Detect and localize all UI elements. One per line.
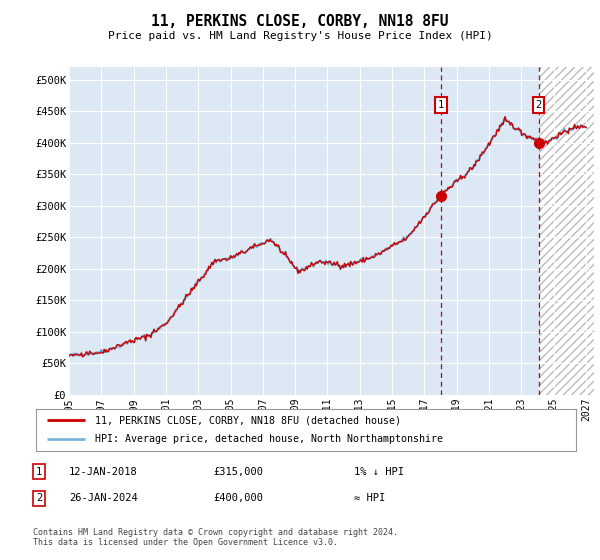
Text: £315,000: £315,000: [213, 466, 263, 477]
Text: 1% ↓ HPI: 1% ↓ HPI: [354, 466, 404, 477]
Bar: [539, 67, 600, 395]
Text: 11, PERKINS CLOSE, CORBY, NN18 8FU: 11, PERKINS CLOSE, CORBY, NN18 8FU: [151, 14, 449, 29]
Text: HPI: Average price, detached house, North Northamptonshire: HPI: Average price, detached house, Nort…: [95, 434, 443, 444]
Text: 12-JAN-2018: 12-JAN-2018: [69, 466, 138, 477]
Text: ≈ HPI: ≈ HPI: [354, 493, 385, 503]
Text: 1: 1: [36, 466, 42, 477]
Text: 11, PERKINS CLOSE, CORBY, NN18 8FU (detached house): 11, PERKINS CLOSE, CORBY, NN18 8FU (deta…: [95, 415, 401, 425]
Text: 1: 1: [438, 100, 445, 110]
Text: 2: 2: [36, 493, 42, 503]
Text: Price paid vs. HM Land Registry's House Price Index (HPI): Price paid vs. HM Land Registry's House …: [107, 31, 493, 41]
Text: 26-JAN-2024: 26-JAN-2024: [69, 493, 138, 503]
Text: £400,000: £400,000: [213, 493, 263, 503]
Text: Contains HM Land Registry data © Crown copyright and database right 2024.
This d: Contains HM Land Registry data © Crown c…: [33, 528, 398, 547]
Text: 2: 2: [535, 100, 542, 110]
